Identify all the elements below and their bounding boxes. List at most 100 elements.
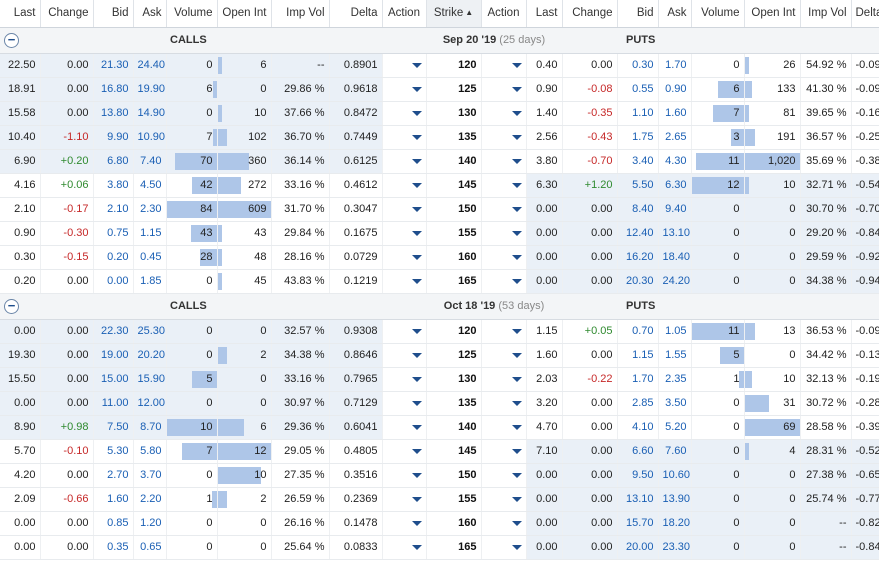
put-ask[interactable]: 1.60 [658, 101, 692, 126]
caret-down-icon[interactable] [411, 111, 422, 116]
put-ask[interactable]: 10.60 [658, 463, 692, 488]
put-bid[interactable]: 1.70 [617, 367, 659, 392]
calls-header-change[interactable]: Change [40, 0, 94, 28]
call-ask[interactable]: 19.90 [133, 77, 167, 102]
call-bid[interactable]: 0.00 [93, 269, 134, 294]
put-action-menu[interactable] [481, 343, 527, 368]
call-bid[interactable]: 16.80 [93, 77, 134, 102]
call-ask[interactable]: 12.00 [133, 391, 167, 416]
caret-down-icon[interactable] [511, 231, 522, 236]
call-ask[interactable]: 2.20 [133, 487, 167, 512]
call-ask[interactable]: 2.30 [133, 197, 167, 222]
call-ask[interactable]: 24.40 [133, 53, 167, 78]
caret-down-icon[interactable] [411, 183, 422, 188]
call-bid[interactable]: 22.30 [93, 319, 134, 344]
put-bid[interactable]: 3.40 [617, 149, 659, 174]
puts-header-action[interactable]: Action [481, 0, 527, 28]
put-bid[interactable]: 20.30 [617, 269, 659, 294]
put-ask[interactable]: 6.30 [658, 173, 692, 198]
caret-down-icon[interactable] [411, 401, 422, 406]
put-action-menu[interactable] [481, 415, 527, 440]
put-ask[interactable]: 23.30 [658, 535, 692, 560]
caret-down-icon[interactable] [511, 329, 522, 334]
puts-header-change[interactable]: Change [562, 0, 618, 28]
call-ask[interactable]: 14.90 [133, 101, 167, 126]
call-ask[interactable]: 20.20 [133, 343, 167, 368]
put-bid[interactable]: 4.10 [617, 415, 659, 440]
call-action-menu[interactable] [382, 269, 427, 294]
strike-header[interactable]: Strike ▲ [426, 0, 482, 28]
put-ask[interactable]: 5.20 [658, 415, 692, 440]
call-bid[interactable]: 0.20 [93, 245, 134, 270]
call-ask[interactable]: 15.90 [133, 367, 167, 392]
caret-down-icon[interactable] [411, 497, 422, 502]
caret-down-icon[interactable] [411, 135, 422, 140]
call-ask[interactable]: 25.30 [133, 319, 167, 344]
put-ask[interactable]: 13.10 [658, 221, 692, 246]
caret-down-icon[interactable] [511, 135, 522, 140]
put-bid[interactable]: 16.20 [617, 245, 659, 270]
call-bid[interactable]: 2.70 [93, 463, 134, 488]
put-bid[interactable]: 12.40 [617, 221, 659, 246]
caret-down-icon[interactable] [511, 425, 522, 430]
call-ask[interactable]: 1.15 [133, 221, 167, 246]
call-action-menu[interactable] [382, 245, 427, 270]
call-bid[interactable]: 6.80 [93, 149, 134, 174]
caret-down-icon[interactable] [411, 545, 422, 550]
call-action-menu[interactable] [382, 197, 427, 222]
caret-down-icon[interactable] [511, 111, 522, 116]
puts-header-open-int[interactable]: Open Int [744, 0, 801, 28]
call-bid[interactable]: 3.80 [93, 173, 134, 198]
caret-down-icon[interactable] [511, 353, 522, 358]
put-bid[interactable]: 1.10 [617, 101, 659, 126]
put-ask[interactable]: 1.55 [658, 343, 692, 368]
call-action-menu[interactable] [382, 173, 427, 198]
put-action-menu[interactable] [481, 391, 527, 416]
put-bid[interactable]: 0.55 [617, 77, 659, 102]
call-bid[interactable]: 7.50 [93, 415, 134, 440]
calls-header-volume[interactable]: Volume [166, 0, 218, 28]
call-bid[interactable]: 2.10 [93, 197, 134, 222]
call-ask[interactable]: 0.45 [133, 245, 167, 270]
call-bid[interactable]: 1.60 [93, 487, 134, 512]
call-ask[interactable]: 4.50 [133, 173, 167, 198]
caret-down-icon[interactable] [511, 63, 522, 68]
put-ask[interactable]: 4.30 [658, 149, 692, 174]
put-bid[interactable]: 2.85 [617, 391, 659, 416]
put-bid[interactable]: 6.60 [617, 439, 659, 464]
caret-down-icon[interactable] [411, 329, 422, 334]
caret-down-icon[interactable] [411, 159, 422, 164]
collapse-minus-icon[interactable]: − [4, 298, 19, 314]
calls-header-last[interactable]: Last [0, 0, 41, 28]
call-bid[interactable]: 13.80 [93, 101, 134, 126]
calls-header-imp-vol[interactable]: Imp Vol [271, 0, 330, 28]
call-action-menu[interactable] [382, 319, 427, 344]
put-ask[interactable]: 24.20 [658, 269, 692, 294]
put-action-menu[interactable] [481, 53, 527, 78]
call-action-menu[interactable] [382, 53, 427, 78]
call-action-menu[interactable] [382, 391, 427, 416]
put-ask[interactable]: 7.60 [658, 439, 692, 464]
caret-down-icon[interactable] [511, 521, 522, 526]
put-ask[interactable]: 3.50 [658, 391, 692, 416]
put-action-menu[interactable] [481, 149, 527, 174]
put-bid[interactable]: 8.40 [617, 197, 659, 222]
caret-down-icon[interactable] [511, 207, 522, 212]
call-action-menu[interactable] [382, 367, 427, 392]
caret-down-icon[interactable] [511, 545, 522, 550]
caret-down-icon[interactable] [411, 87, 422, 92]
put-action-menu[interactable] [481, 269, 527, 294]
caret-down-icon[interactable] [511, 279, 522, 284]
caret-down-icon[interactable] [411, 255, 422, 260]
call-bid[interactable]: 0.85 [93, 511, 134, 536]
caret-down-icon[interactable] [511, 159, 522, 164]
put-ask[interactable]: 1.05 [658, 319, 692, 344]
calls-header-bid[interactable]: Bid [93, 0, 134, 28]
put-bid[interactable]: 1.15 [617, 343, 659, 368]
put-action-menu[interactable] [481, 367, 527, 392]
calls-header-open-int[interactable]: Open Int [217, 0, 272, 28]
call-action-menu[interactable] [382, 221, 427, 246]
put-ask[interactable]: 1.70 [658, 53, 692, 78]
call-bid[interactable]: 0.75 [93, 221, 134, 246]
caret-down-icon[interactable] [411, 207, 422, 212]
